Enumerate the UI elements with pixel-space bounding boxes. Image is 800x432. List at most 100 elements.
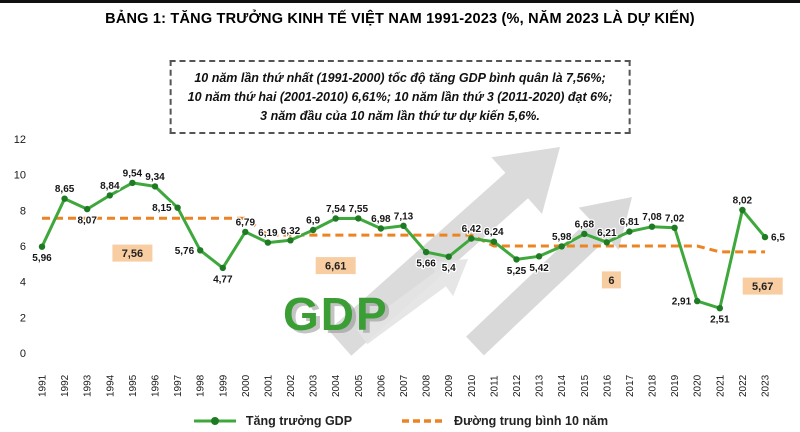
gdp-point [490,238,498,245]
gdp-point-label: 7,02 [665,213,685,224]
gdp-point [38,243,46,250]
annotation-box: 10 năm lần thứ nhất (1991-2000) tốc độ t… [169,60,631,135]
x-axis-year-label: 2018 [648,374,659,397]
legend-item-avg: Đường trung bình 10 năm [400,414,608,428]
gdp-point-label: 6,24 [484,227,504,238]
annotation-line-3: 3 năm đầu của 10 năm lần thứ tư dự kiến … [260,108,540,123]
gdp-point-label: 8,15 [152,203,172,214]
x-axis-year-label: 2019 [670,374,681,397]
gdp-point [219,264,226,272]
gdp-point [129,179,136,187]
x-axis-year-label: 2022 [738,374,749,397]
gdp-point-label: 6,21 [597,228,617,239]
avg-label: 7,56 [122,248,143,260]
x-axis-year-label: 2003 [309,374,320,397]
avg-label-box [601,271,621,289]
gdp-point [151,183,159,190]
x-axis-year-label: 2010 [467,374,478,397]
gdp-point-label: 9,54 [123,168,143,179]
gdp-point-label: 5,66 [416,259,436,270]
gdp-point [242,228,249,236]
gdp-point [309,226,317,234]
avg-label: 6 [608,275,614,287]
gdp-point-label: 7,08 [642,212,662,223]
gdp-point-label: 2,51 [710,315,730,326]
x-axis-year-label: 2020 [693,374,704,397]
x-axis-year-label: 1995 [128,374,139,397]
x-axis-year-label: 1993 [83,374,94,397]
gdp-line-swatch-icon [193,417,236,425]
gdp-point-label: 6,9 [306,216,320,227]
gdp-point [694,297,701,305]
gdp-point [761,233,769,241]
x-axis-year-label: 1997 [173,374,184,397]
avg-label: 6,61 [325,261,346,273]
gdp-point [422,248,430,256]
gdp-point [626,228,633,235]
gdp-point [581,230,588,238]
x-axis-year-label: 2023 [761,374,772,397]
x-axis-year-label: 1998 [196,374,207,397]
gdp-point [355,215,362,222]
gdp-point-label: 8,84 [100,181,120,192]
x-axis-year-label: 1996 [151,374,162,397]
gdp-point-label: 5,4 [442,263,456,274]
gdp-point [739,206,746,214]
y-axis-tick-label: 12 [14,134,26,146]
gdp-point-label: 4,77 [213,274,233,285]
chart-title: BẢNG 1: TĂNG TRƯỞNG KINH TẾ VIỆT NAM 199… [105,11,695,27]
gdp-point-label: 6,81 [620,217,640,228]
x-axis-year-label: 2007 [399,374,410,397]
x-axis-year-label: 2006 [376,374,387,397]
gdp-point [603,239,610,246]
y-axis-tick-label: 10 [14,170,26,182]
gdp-point [445,253,452,260]
avg-label-box [315,257,356,275]
gdp-point [671,224,678,231]
x-axis-year-label: 1991 [38,374,49,397]
x-axis-year-label: 2008 [422,374,433,397]
gdp-point [648,223,656,230]
gdp-point [61,195,68,202]
gdp-point-label: 5,42 [529,263,549,274]
legend-label-gdp: Tăng trưởng GDP [245,414,353,428]
gdp-point [535,253,543,260]
x-axis-year-label: 2021 [715,374,726,397]
gdp-point-label: 6,19 [258,228,278,239]
gdp-point-label: 6,42 [462,224,482,235]
chart-legend: Tăng trưởng GDP Đường trung bình 10 năm [0,414,800,428]
y-axis-tick-label: 6 [20,241,26,253]
gdp-point [174,204,181,211]
gdp-point [377,225,385,232]
x-axis-year-label: 1992 [60,374,71,397]
x-axis-year-label: 2016 [602,374,613,397]
gdp-point [332,215,339,222]
gdp-point-label: 6,68 [575,219,595,230]
x-axis-year-label: 2011 [489,375,500,397]
gdp-swatch-dot [210,417,219,425]
y-axis-tick-label: 4 [20,277,26,289]
annotation-line-2: 10 năm thứ hai (2001-2010) 6,61%; 10 năm… [187,89,613,104]
annotation-line-1: 10 năm lần thứ nhất (1991-2000) tốc độ t… [194,71,606,85]
gdp-point [106,192,114,199]
gdp-point [716,305,723,312]
x-axis-year-label: 1994 [105,374,116,397]
gdp-point-label: 8,65 [55,184,75,195]
x-axis-year-label: 2005 [354,374,365,397]
gdp-watermark: GDP [283,288,389,340]
avg-label: 5,67 [752,281,773,293]
avg-line-swatch-icon [402,419,445,423]
gdp-point-label: 6,5 [771,233,785,244]
gdp-point-label: 5,96 [32,253,52,264]
avg-label-box [112,244,153,262]
x-axis-year-label: 2001 [263,374,274,397]
x-axis-year-label: 2014 [557,374,568,397]
avg-label-box [742,277,783,295]
legend-item-gdp: Tăng trưởng GDP [192,414,352,428]
gdp-point-label: 7,55 [349,204,369,215]
x-axis-year-label: 2002 [286,374,297,397]
gdp-point [264,239,272,246]
gdp-point [400,222,407,229]
